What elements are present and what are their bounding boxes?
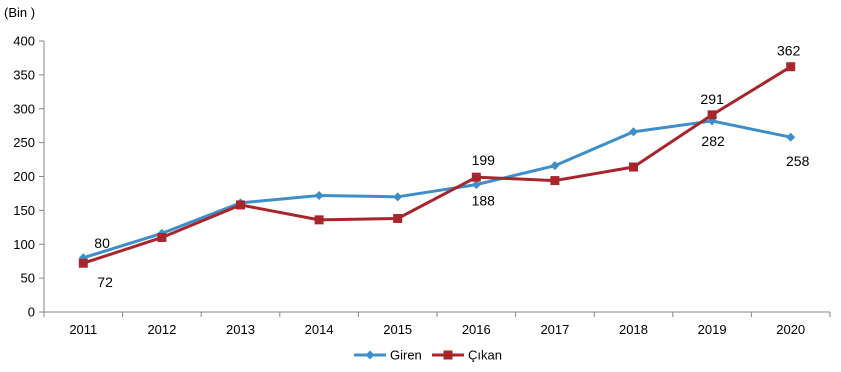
- data-label: 362: [777, 43, 801, 59]
- x-tick-label: 2016: [462, 322, 491, 337]
- y-tick-label: 200: [13, 169, 35, 184]
- data-label: 282: [701, 133, 725, 149]
- data-point-cikan: [550, 176, 560, 186]
- data-point-cikan: [393, 214, 403, 224]
- x-tick-labels: 2011 2012 2013 2014 2015 2016 2017 2018 2019 2020: [69, 322, 805, 337]
- series-markers: [78, 62, 796, 268]
- x-tick-label: 2012: [147, 322, 176, 337]
- x-tick-label: 2011: [69, 322, 97, 337]
- legend: Giren Çıkan: [354, 348, 502, 363]
- data-point-giren: [393, 192, 403, 202]
- data-point-cikan: [314, 215, 324, 225]
- y-tick-label: 250: [13, 135, 35, 150]
- x-tick-label: 2017: [540, 322, 569, 337]
- y-tick-label: 400: [13, 34, 35, 49]
- series-line-cikan: [82, 65, 792, 265]
- legend-marker-cikan: [443, 350, 453, 360]
- y-tick-label: 100: [13, 237, 35, 252]
- data-labels: 80 72 199 188 291 282 362 258: [94, 43, 809, 290]
- data-point-cikan: [629, 162, 638, 172]
- y-tick-label: 50: [21, 271, 35, 286]
- data-point-cikan: [157, 232, 167, 242]
- data-label: 258: [786, 153, 810, 169]
- x-tick-label: 2015: [383, 322, 412, 337]
- chart-axes: [39, 40, 831, 317]
- x-tick-label: 2018: [619, 322, 648, 337]
- series-lines: [82, 65, 792, 265]
- data-point-giren: [314, 190, 324, 200]
- data-point-giren: [629, 127, 638, 137]
- data-label: 291: [700, 91, 724, 107]
- y-tick-label: 300: [13, 101, 35, 116]
- data-point-giren: [550, 161, 560, 171]
- x-tick-label: 2014: [305, 322, 334, 337]
- x-tick-label: 2013: [226, 322, 255, 337]
- data-point-cikan: [707, 110, 717, 120]
- data-label: 199: [472, 152, 496, 168]
- y-tick-label: 150: [13, 203, 35, 218]
- data-point-cikan: [236, 200, 245, 210]
- y-axis-unit-label: (Bin ): [4, 5, 35, 20]
- y-tick-labels: 0 50 100 150 200 250 300 350 400: [13, 34, 35, 320]
- y-tick-label: 350: [13, 67, 35, 82]
- data-point-cikan: [786, 62, 796, 72]
- x-tick-label: 2019: [698, 322, 727, 337]
- legend-label-cikan: Çıkan: [468, 348, 502, 363]
- legend-marker-giren: [365, 350, 375, 360]
- x-tick-label: 2020: [776, 322, 805, 337]
- data-label: 72: [97, 274, 113, 290]
- data-point-cikan: [78, 258, 88, 268]
- data-label: 188: [472, 193, 496, 209]
- series-line-giren: [82, 119, 792, 260]
- data-point-giren: [786, 132, 796, 142]
- data-point-giren: [471, 180, 481, 190]
- y-tick-label: 0: [28, 305, 35, 320]
- legend-label-giren: Giren: [390, 348, 422, 363]
- data-label: 80: [94, 235, 110, 251]
- data-point-cikan: [471, 172, 481, 182]
